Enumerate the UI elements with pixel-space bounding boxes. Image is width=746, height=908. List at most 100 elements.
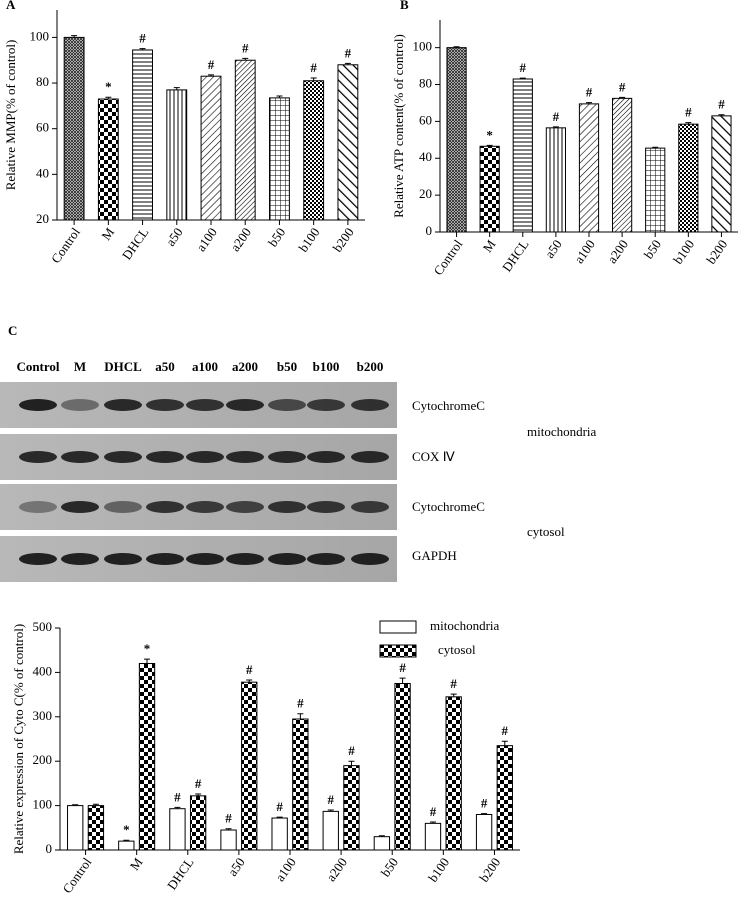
bar bbox=[138, 663, 156, 851]
lane-label: b200 bbox=[357, 359, 384, 374]
bar bbox=[269, 97, 290, 221]
blot-band bbox=[146, 501, 184, 513]
bar bbox=[479, 145, 500, 233]
x-tick-label: b50 bbox=[265, 225, 288, 250]
x-tick-label: M bbox=[127, 854, 146, 872]
error-bar bbox=[429, 821, 436, 824]
blot-band bbox=[61, 501, 99, 513]
y-tick-label: 400 bbox=[33, 663, 53, 678]
x-tick-label: M bbox=[480, 236, 499, 254]
bar bbox=[292, 718, 309, 851]
bar bbox=[87, 805, 105, 851]
bar bbox=[424, 822, 442, 851]
y-tick-label: 100 bbox=[33, 797, 53, 812]
x-tick-label: a50 bbox=[542, 237, 565, 261]
bar bbox=[234, 59, 256, 221]
legend-label: mitochondria bbox=[430, 618, 500, 633]
significance-mark: * bbox=[105, 79, 112, 94]
y-tick-label: 0 bbox=[46, 841, 53, 856]
significance-mark: # bbox=[718, 97, 725, 112]
bar bbox=[645, 147, 666, 233]
lane-label: M bbox=[74, 359, 86, 374]
error-bar bbox=[276, 816, 283, 819]
bar bbox=[322, 810, 339, 851]
y-tick-label: 100 bbox=[30, 28, 50, 43]
blot-band bbox=[146, 451, 184, 463]
blot-band bbox=[226, 451, 264, 463]
blot-band bbox=[61, 553, 99, 565]
error-bar bbox=[652, 146, 659, 149]
significance-mark: # bbox=[520, 60, 527, 75]
blot-band bbox=[104, 399, 142, 411]
significance-mark: # bbox=[208, 57, 215, 72]
bar bbox=[200, 75, 222, 221]
blot-band bbox=[307, 451, 345, 463]
error-bar bbox=[92, 803, 99, 806]
significance-mark: # bbox=[246, 662, 253, 677]
blot-band bbox=[226, 553, 264, 565]
bar bbox=[132, 49, 153, 221]
error-bar bbox=[619, 96, 626, 99]
blot-band bbox=[307, 399, 345, 411]
y-tick-label: 300 bbox=[33, 708, 53, 723]
blot-band bbox=[307, 501, 345, 513]
x-tick-label: b200 bbox=[330, 225, 357, 255]
bar bbox=[343, 765, 360, 851]
significance-mark: # bbox=[225, 811, 232, 826]
y-axis-label: Relative expression of Cyto C(% of contr… bbox=[11, 624, 26, 854]
row-label: GAPDH bbox=[412, 548, 457, 563]
y-axis-label: Relative MMP(% of control) bbox=[3, 40, 18, 191]
panel-label: A bbox=[6, 0, 16, 12]
bar bbox=[394, 683, 411, 851]
bar bbox=[373, 836, 391, 851]
x-tick-label: DHCL bbox=[164, 855, 197, 893]
x-tick-label: DHCL bbox=[119, 225, 152, 263]
blot-band bbox=[19, 553, 57, 565]
bar bbox=[545, 127, 566, 233]
bar bbox=[303, 80, 325, 221]
significance-mark: # bbox=[242, 40, 249, 55]
bar bbox=[166, 89, 188, 221]
bar bbox=[446, 47, 467, 233]
y-tick-label: 20 bbox=[36, 211, 49, 226]
x-tick-label: DHCL bbox=[499, 237, 532, 275]
blot-band bbox=[146, 399, 184, 411]
error-bar bbox=[378, 835, 385, 837]
y-tick-label: 0 bbox=[426, 223, 433, 238]
error-bar bbox=[72, 804, 79, 806]
significance-mark: * bbox=[123, 822, 130, 837]
error-bar bbox=[242, 57, 249, 61]
error-bar bbox=[327, 809, 334, 812]
legend-swatch bbox=[379, 644, 417, 658]
x-tick-label: a200 bbox=[227, 225, 254, 254]
significance-mark: # bbox=[553, 109, 560, 124]
error-bar bbox=[139, 48, 146, 50]
x-tick-label: a50 bbox=[163, 225, 186, 249]
error-bar bbox=[552, 126, 559, 128]
bar bbox=[337, 64, 359, 221]
significance-mark: # bbox=[348, 743, 355, 758]
x-tick-label: b100 bbox=[670, 237, 697, 267]
bar bbox=[512, 78, 533, 233]
error-bar bbox=[105, 96, 112, 100]
blot-band bbox=[61, 451, 99, 463]
blot-band bbox=[186, 501, 224, 513]
y-axis-label: Relative ATP content(% of control) bbox=[391, 34, 406, 218]
row-label: CytochromeC bbox=[412, 499, 485, 514]
blot-band bbox=[268, 399, 306, 411]
error-bar bbox=[297, 713, 304, 720]
row-label: CytochromeC bbox=[412, 398, 485, 413]
significance-mark: # bbox=[297, 696, 304, 711]
y-tick-label: 500 bbox=[33, 619, 53, 634]
x-tick-label: a100 bbox=[193, 225, 220, 254]
blot-band bbox=[268, 501, 306, 513]
x-tick-label: a100 bbox=[571, 237, 598, 266]
y-tick-label: 200 bbox=[33, 752, 53, 767]
x-tick-label: b200 bbox=[703, 237, 730, 267]
x-tick-label: Control bbox=[48, 225, 83, 266]
significance-mark: # bbox=[195, 776, 202, 791]
significance-mark: # bbox=[139, 31, 146, 46]
legend-label: cytosol bbox=[438, 642, 476, 657]
bar bbox=[475, 813, 493, 851]
